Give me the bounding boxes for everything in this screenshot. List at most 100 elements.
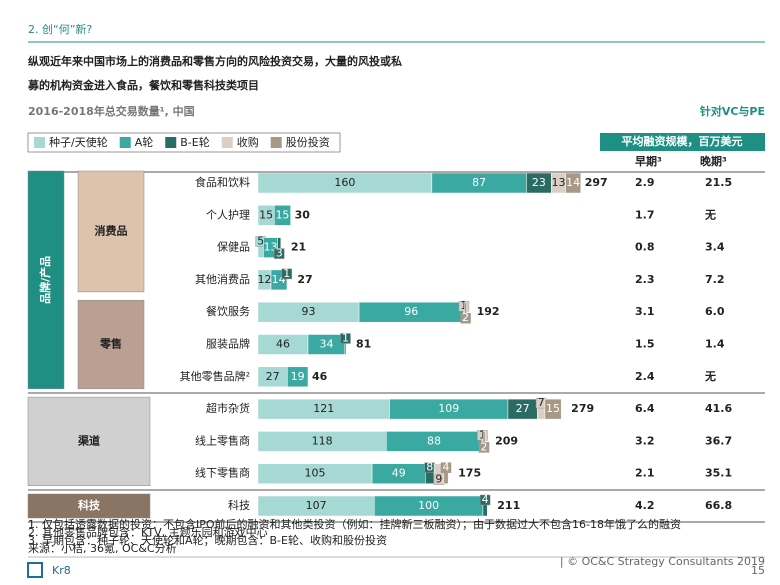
table-title: 平均融资规模，百万美元 (622, 134, 743, 148)
table-cell: 36.7 (705, 434, 732, 447)
table-cell: 2.9 (635, 176, 655, 189)
table-cell: 无 (704, 370, 716, 383)
segment-label-box (460, 312, 471, 324)
table-cell: 4.2 (635, 499, 655, 512)
table-cell: 66.8 (705, 499, 732, 512)
segment-label-box (340, 333, 351, 344)
legend-label: 股份投资 (286, 135, 330, 149)
legend-swatch (34, 137, 45, 148)
bar-segment (287, 366, 309, 388)
group-box (27, 396, 151, 486)
segment-label: 1 (460, 299, 467, 312)
category-label: 个人护理 (206, 207, 250, 221)
segment-label-box (281, 268, 293, 280)
legend-label: B-E轮 (180, 135, 209, 149)
segment-label: 19 (291, 370, 305, 383)
segment-label: 2 (462, 311, 469, 324)
table-cell: 1.5 (635, 338, 655, 351)
segment-label: 23 (532, 176, 546, 189)
group-box (27, 170, 65, 390)
bar-segment (544, 398, 562, 420)
logo-icon (27, 562, 43, 578)
segment-label: 3 (276, 247, 283, 260)
segment-label: 96 (404, 305, 418, 318)
footnote: 来源：小桔, 36氪, OC&C分析 (28, 541, 177, 555)
subtitle: 2016-2018年总交易数量¹, 中国 (28, 104, 195, 118)
segment-label: 100 (418, 499, 439, 512)
logo: Kr8 (52, 564, 71, 577)
segment-label-box (273, 248, 285, 259)
bar-segment (565, 172, 581, 194)
category-label: 其他消费品 (195, 272, 250, 286)
total-label: 30 (295, 208, 311, 221)
total-label: 175 (458, 467, 481, 480)
segment-label: 27 (266, 370, 280, 383)
table-cell: 7.2 (705, 273, 725, 286)
segment-label: 107 (306, 499, 327, 512)
title: 纵观近年来中国市场上的消费品和零售方向的风险投资交易，大量的风投或私 (28, 54, 402, 68)
table-cell: 21.5 (705, 176, 732, 189)
segment-label: 118 (312, 434, 333, 447)
segment-label: 88 (427, 434, 441, 447)
segment-label: 105 (305, 467, 326, 480)
title: 募的机构资金进入食品，餐饮和零售科技类项目 (27, 78, 259, 92)
bar-segment (274, 205, 291, 226)
table-cell: 0.8 (635, 241, 655, 254)
col-header: 晚期³ (700, 154, 727, 168)
table-cell: 35.1 (705, 467, 732, 480)
segment-label: 87 (472, 176, 486, 189)
footnote: 3. 早期包含：种子轮、天使轮和A轮；晚期包含：B-E轮、收购和股份投资 (28, 533, 387, 547)
category-label: 线上零售商 (195, 433, 250, 447)
table-cell: 3.4 (705, 241, 725, 254)
category-label: 其他零售品牌² (180, 369, 250, 383)
copyright: | © OC&C Strategy Consultants 2019 (560, 555, 765, 568)
legend-label: 收购 (237, 135, 259, 149)
segment-label: 4 (482, 493, 489, 506)
group-box (27, 493, 151, 519)
legend-swatch (270, 137, 282, 148)
segment-label: 46 (276, 338, 290, 351)
segment-label-box (440, 462, 452, 473)
table-header-bg (600, 133, 765, 151)
segment-label: 5 (257, 235, 264, 248)
table-cell: 3.1 (635, 305, 655, 318)
segment-label: 93 (302, 305, 316, 318)
table-cell: 6.0 (705, 305, 725, 318)
total-label: 211 (497, 499, 520, 512)
segment-label: 4 (442, 461, 449, 474)
section: 2. 创“何”新? (28, 22, 92, 36)
table-cell: 无 (704, 208, 716, 221)
table-cell: 2.3 (635, 273, 655, 286)
table-cell: 41.6 (705, 402, 732, 415)
segment-label: 27 (516, 402, 530, 415)
segment-label: 121 (313, 402, 334, 415)
group-label: 零售 (99, 337, 122, 351)
total-label: 209 (495, 434, 518, 447)
category-label: 食品和饮料 (195, 175, 250, 189)
segment-label: 49 (392, 467, 406, 480)
total-label: 297 (585, 176, 608, 189)
group-label: 消费品 (95, 223, 128, 237)
table-cell: 6.4 (635, 402, 655, 415)
segment-label: 8 (426, 461, 433, 474)
table-cell: 3.2 (635, 434, 655, 447)
legend-label: A轮 (135, 135, 154, 149)
group-box (77, 299, 145, 390)
segment-label: 15 (259, 208, 273, 221)
table-cell: 1.7 (635, 208, 655, 221)
segment-label: 1 (342, 332, 349, 345)
segment-label: 160 (334, 176, 355, 189)
total-label: 279 (571, 402, 594, 415)
segment-label: 34 (319, 338, 333, 351)
legend-box (27, 132, 341, 153)
total-label: 81 (356, 338, 371, 351)
segment-label: 15 (546, 402, 560, 415)
category-label: 餐饮服务 (206, 304, 250, 318)
category-label: 科技 (228, 498, 250, 512)
legend-swatch (119, 137, 131, 148)
page-number: 15 (751, 564, 765, 577)
segment-label: 2 (481, 440, 488, 453)
segment-label: 7 (538, 396, 545, 409)
total-label: 192 (477, 305, 500, 318)
segment-label-box (477, 430, 488, 441)
